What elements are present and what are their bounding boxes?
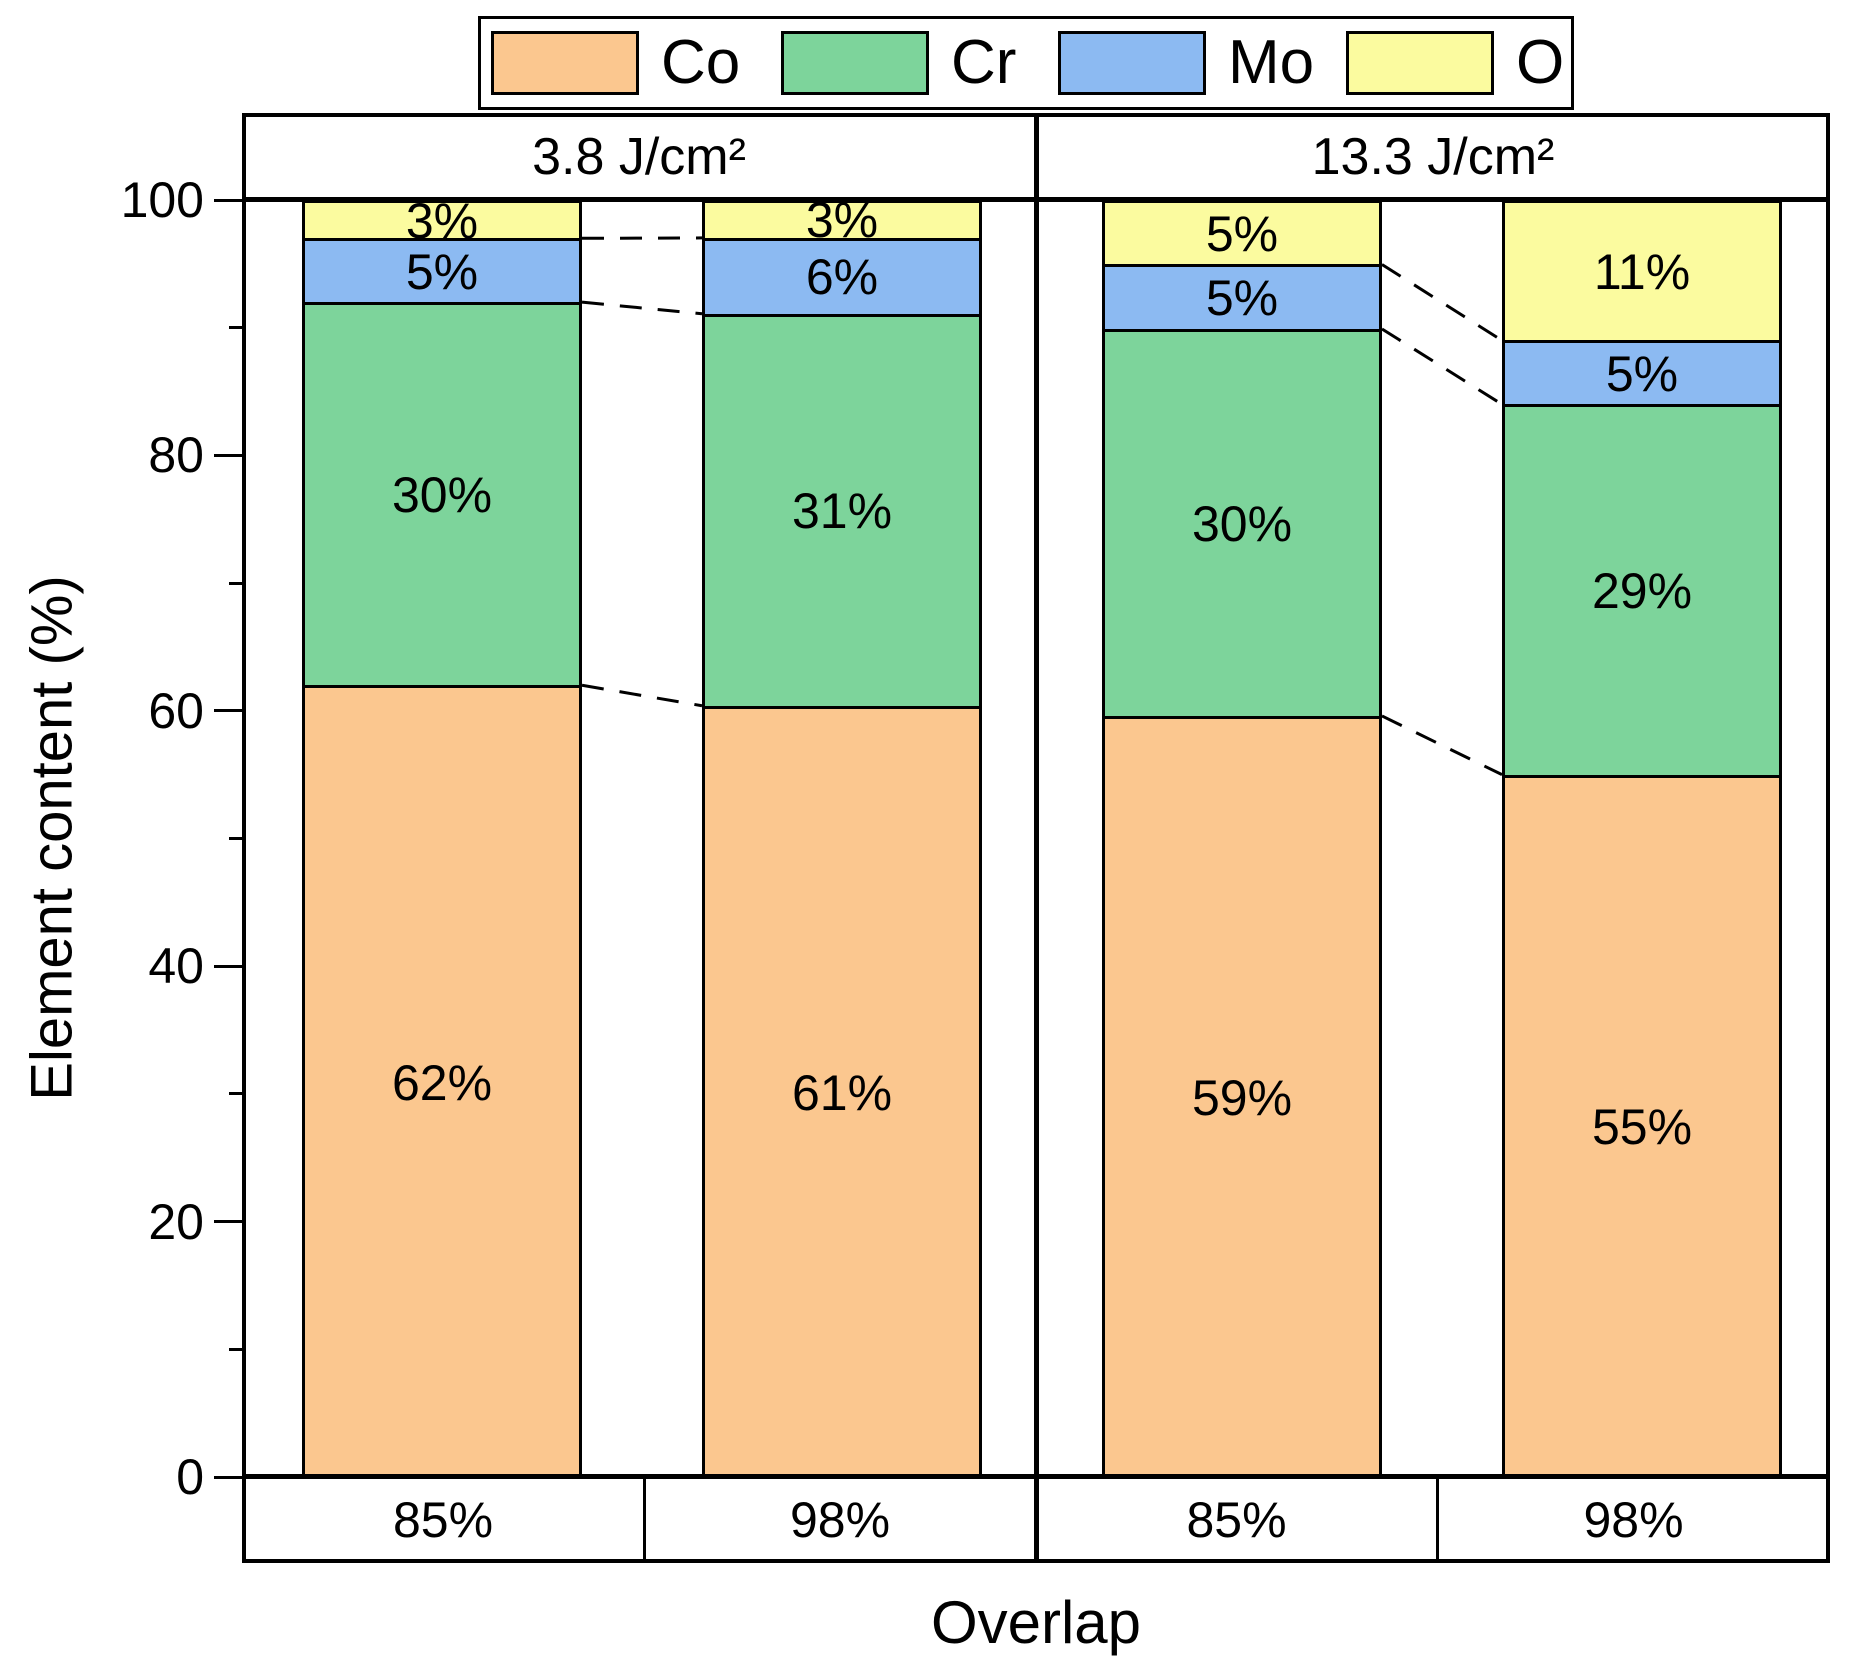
legend-item-co: Co	[491, 19, 740, 107]
legend-label-mo: Mo	[1228, 28, 1315, 97]
bar-0-segment-mo: 5%	[302, 238, 582, 303]
bar-1-segment-mo: 6%	[702, 237, 982, 314]
y-axis-title: Element content (%)	[19, 575, 85, 1101]
legend-swatch-cr-icon	[781, 31, 929, 95]
category-divider-right	[1436, 1477, 1439, 1563]
category-label-text: 98%	[1583, 1492, 1684, 1548]
segment-value-label: 30%	[391, 467, 493, 524]
bar-1-segment-o: 3%	[702, 195, 982, 245]
category-divider-left	[643, 1477, 646, 1563]
category-label-2: 85%	[1036, 1477, 1437, 1563]
segment-value-label: 5%	[1205, 205, 1279, 262]
legend-swatch-mo-icon	[1058, 31, 1206, 95]
bar-3-segment-o: 11%	[1502, 200, 1782, 341]
y-tick-label: 60	[148, 682, 204, 739]
bar-0-segment-o: 3%	[302, 196, 582, 246]
category-label-0: 85%	[242, 1477, 644, 1563]
y-minor-tick	[229, 1092, 243, 1096]
y-major-tick	[214, 964, 243, 968]
bar-2-segment-o: 5%	[1102, 200, 1382, 265]
segment-value-label: 31%	[791, 483, 893, 540]
y-minor-tick	[229, 581, 243, 585]
bar-3-segment-co: 55%	[1502, 774, 1782, 1477]
segment-value-label: 3%	[805, 192, 879, 249]
panel-header-left-label: 3.8 J/cm²	[532, 127, 746, 186]
legend: Co Cr Mo O	[478, 16, 1574, 110]
bar-3-segment-mo: 5%	[1502, 340, 1782, 405]
segment-value-label: 11%	[1593, 243, 1691, 300]
y-major-tick	[214, 453, 243, 457]
y-minor-tick	[229, 326, 243, 330]
category-label-text: 85%	[392, 1492, 494, 1548]
y-major-tick	[214, 198, 243, 202]
legend-item-o: O	[1346, 19, 1564, 107]
category-label-1: 98%	[644, 1477, 1036, 1563]
segment-value-label: 3%	[405, 192, 479, 249]
y-tick-label: 0	[176, 1449, 204, 1505]
y-tick-label: 40	[148, 938, 204, 995]
segment-value-label: 59%	[1191, 1069, 1293, 1126]
y-minor-tick	[229, 837, 243, 840]
y-major-tick	[214, 1220, 243, 1224]
y-major-tick	[214, 709, 243, 713]
segment-value-label: 61%	[791, 1064, 893, 1121]
panel-header-right: 13.3 J/cm²	[1036, 113, 1830, 200]
panel-divider	[1034, 113, 1039, 1563]
bar-1-segment-cr: 31%	[702, 313, 982, 706]
y-tick-label: 20	[148, 1193, 204, 1250]
bar-0-segment-cr: 30%	[302, 302, 582, 686]
bar-2-segment-cr: 30%	[1102, 328, 1382, 716]
legend-label-o: O	[1516, 28, 1565, 97]
bar-3-segment-cr: 29%	[1502, 404, 1782, 775]
y-tick-label: 80	[148, 427, 204, 484]
y-major-tick	[214, 1475, 243, 1479]
legend-item-cr: Cr	[781, 19, 1016, 107]
legend-item-mo: Mo	[1058, 19, 1314, 107]
segment-value-label: 29%	[1591, 562, 1693, 619]
bar-0-segment-co: 62%	[302, 685, 582, 1477]
panel-header-right-label: 13.3 J/cm²	[1311, 127, 1555, 186]
bar-2-segment-co: 59%	[1102, 715, 1382, 1477]
category-label-3: 98%	[1437, 1477, 1830, 1563]
panel-header-left: 3.8 J/cm²	[242, 113, 1036, 200]
legend-swatch-o-icon	[1346, 31, 1494, 95]
bar-2-segment-mo: 5%	[1102, 264, 1382, 329]
legend-label-co: Co	[661, 28, 741, 97]
segment-value-label: 5%	[1605, 345, 1679, 402]
segment-value-label: 30%	[1191, 495, 1293, 552]
segment-value-label: 6%	[805, 249, 879, 306]
bar-1-segment-co: 61%	[702, 705, 982, 1477]
legend-swatch-co-icon	[491, 31, 639, 95]
x-axis-title: Overlap	[930, 1589, 1142, 1656]
segment-value-label: 5%	[1205, 270, 1279, 327]
segment-value-label: 5%	[405, 243, 479, 300]
segment-value-label: 55%	[1591, 1099, 1693, 1156]
legend-label-cr: Cr	[951, 28, 1017, 97]
y-minor-tick	[229, 1347, 243, 1351]
category-label-text: 98%	[789, 1492, 891, 1548]
category-label-text: 85%	[1186, 1492, 1287, 1548]
y-tick-label: 100	[120, 172, 204, 228]
segment-value-label: 62%	[391, 1054, 493, 1111]
